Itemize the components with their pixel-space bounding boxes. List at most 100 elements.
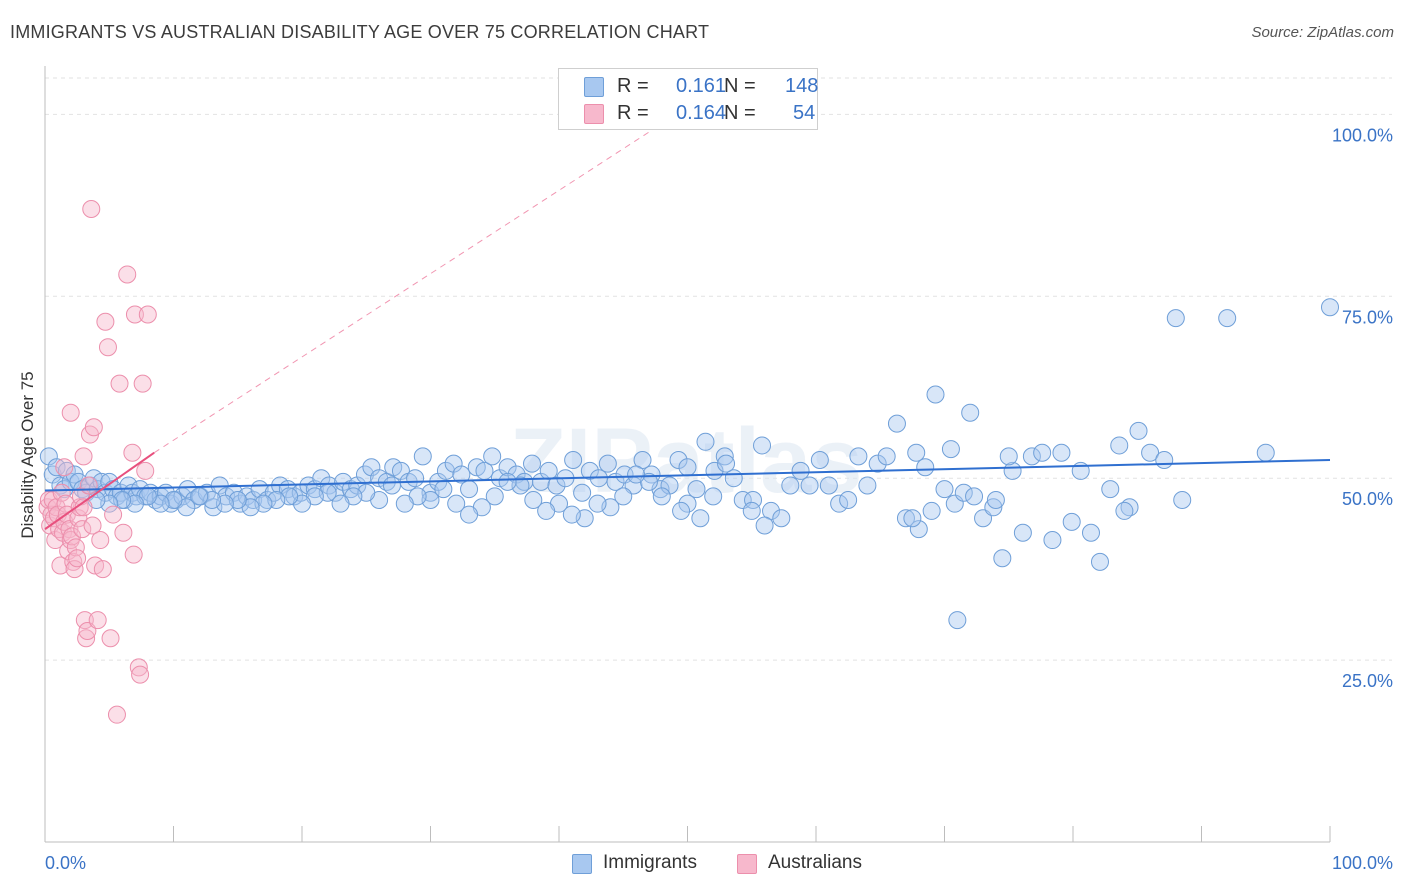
data-point-immigrants: [830, 494, 849, 513]
data-point-immigrants: [755, 516, 774, 535]
data-point-australians: [125, 305, 144, 324]
data-point-immigrants: [1173, 491, 1192, 510]
data-point-immigrants: [926, 385, 945, 404]
data-point-immigrants: [436, 461, 455, 480]
data-point-immigrants: [406, 469, 425, 488]
data-point-immigrants: [810, 451, 829, 469]
data-point-australians: [84, 418, 103, 437]
data-point-immigrants: [1141, 443, 1160, 462]
data-point-immigrants: [1129, 421, 1148, 440]
data-point-immigrants: [849, 447, 868, 466]
data-point-immigrants: [907, 443, 926, 462]
data-point-immigrants: [800, 476, 819, 495]
data-point-immigrants: [941, 440, 960, 459]
data-point-australians: [74, 447, 93, 466]
data-point-australians: [91, 531, 110, 550]
data-point-australians: [82, 199, 101, 218]
data-point-immigrants: [483, 447, 502, 466]
data-point-australians: [110, 374, 129, 393]
bottom-legend-swatch-immigrants: [572, 854, 592, 874]
data-point-immigrants: [498, 458, 517, 477]
data-point-immigrants: [1218, 309, 1237, 328]
data-point-immigrants: [1110, 436, 1129, 455]
data-point-immigrants: [858, 476, 877, 495]
gridlines: [45, 77, 1392, 661]
data-point-immigrants: [887, 414, 906, 433]
data-point-immigrants: [1081, 523, 1100, 542]
data-point-immigrants: [704, 487, 723, 506]
y-tick-label: 75.0%: [1342, 307, 1393, 327]
data-point-australians: [118, 265, 137, 284]
data-point-immigrants: [627, 465, 646, 484]
data-point-immigrants: [696, 432, 715, 451]
bottom-legend-label-australians: Australians: [768, 852, 862, 873]
data-point-australians: [93, 560, 112, 579]
data-point-immigrants: [1052, 443, 1071, 462]
trend-line-australians: [44, 451, 155, 530]
data-point-immigrants: [547, 476, 566, 495]
data-point-immigrants: [413, 447, 432, 466]
data-point-australians: [123, 443, 142, 462]
data-point-immigrants: [498, 472, 517, 491]
data-point-immigrants: [580, 461, 599, 480]
data-point-australians: [124, 545, 143, 564]
data-point-australians: [131, 665, 150, 684]
data-point-immigrants: [1120, 498, 1139, 517]
y-axis-label: Disability Age Over 75: [18, 371, 37, 539]
chart-title: IMMIGRANTS VS AUSTRALIAN DISABILITY AGE …: [10, 22, 710, 42]
trend-line-immigrants: [44, 459, 1331, 492]
data-point-australians: [138, 305, 157, 324]
data-point-immigrants: [903, 509, 922, 528]
data-point-immigrants: [652, 487, 671, 506]
data-point-immigrants: [447, 494, 466, 513]
data-point-immigrants: [1033, 443, 1052, 462]
data-point-immigrants: [1090, 552, 1109, 571]
legend-r-value: 0.164: [676, 102, 727, 124]
data-point-immigrants: [678, 458, 697, 477]
series-immigrants-points: [39, 298, 1339, 630]
data-point-immigrants: [678, 494, 697, 513]
data-point-australians: [68, 549, 87, 568]
data-point-immigrants: [791, 461, 810, 480]
legend-n-label: N =: [724, 102, 756, 124]
data-point-australians: [107, 705, 126, 724]
data-point-immigrants: [986, 491, 1005, 510]
data-point-immigrants: [954, 483, 973, 502]
data-point-australians: [62, 527, 81, 546]
data-point-immigrants: [1115, 501, 1134, 520]
data-point-immigrants: [1022, 447, 1041, 466]
data-point-immigrants: [573, 483, 592, 502]
data-point-immigrants: [460, 480, 479, 499]
bottom-legend-label-immigrants: Immigrants: [603, 852, 697, 873]
data-point-immigrants: [669, 451, 688, 469]
data-point-immigrants: [691, 509, 710, 528]
data-point-immigrants: [772, 509, 791, 528]
data-point-australians: [65, 560, 84, 579]
data-point-immigrants: [1101, 480, 1120, 499]
data-point-immigrants: [382, 476, 401, 495]
data-point-immigrants: [948, 611, 967, 630]
data-point-immigrants: [460, 505, 479, 524]
data-point-australians: [88, 611, 107, 630]
trend-line-australians-extension: [153, 106, 688, 454]
y-tick-label: 25.0%: [1342, 671, 1393, 691]
data-point-australians: [96, 312, 115, 331]
data-point-australians: [61, 403, 80, 422]
data-point-australians: [79, 476, 98, 495]
data-point-immigrants: [935, 480, 954, 499]
y-tick-label: 50.0%: [1342, 489, 1393, 509]
data-point-immigrants: [999, 447, 1018, 466]
data-point-australians: [101, 629, 120, 648]
data-point-immigrants: [922, 501, 941, 520]
legend-n-label: N =: [724, 75, 756, 97]
data-point-immigrants: [564, 451, 583, 469]
data-point-immigrants: [819, 476, 838, 495]
data-point-immigrants: [523, 454, 542, 473]
legend-r-value: 0.161: [676, 75, 727, 97]
legend-n-value: 54: [793, 102, 816, 124]
data-point-australians: [98, 338, 117, 357]
data-point-immigrants: [1043, 531, 1062, 550]
data-point-immigrants: [877, 447, 896, 466]
data-point-immigrants: [614, 487, 633, 506]
